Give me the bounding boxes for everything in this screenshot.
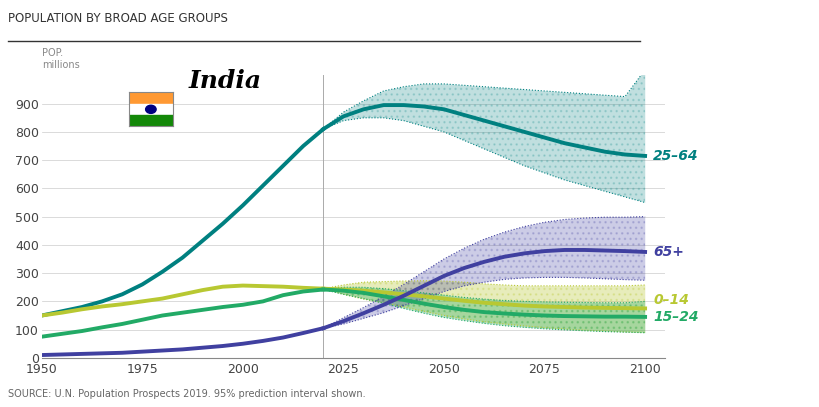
Text: SOURCE: U.N. Population Prospects 2019. 95% prediction interval shown.: SOURCE: U.N. Population Prospects 2019. …: [8, 389, 365, 399]
Text: 25–64: 25–64: [653, 149, 698, 163]
Text: 0–14: 0–14: [653, 293, 688, 307]
Text: 15–24: 15–24: [653, 310, 698, 324]
Text: 65+: 65+: [653, 245, 683, 259]
Text: POPULATION BY BROAD AGE GROUPS: POPULATION BY BROAD AGE GROUPS: [8, 12, 228, 25]
Text: India: India: [188, 69, 261, 93]
Text: POP.
millions: POP. millions: [42, 48, 79, 70]
